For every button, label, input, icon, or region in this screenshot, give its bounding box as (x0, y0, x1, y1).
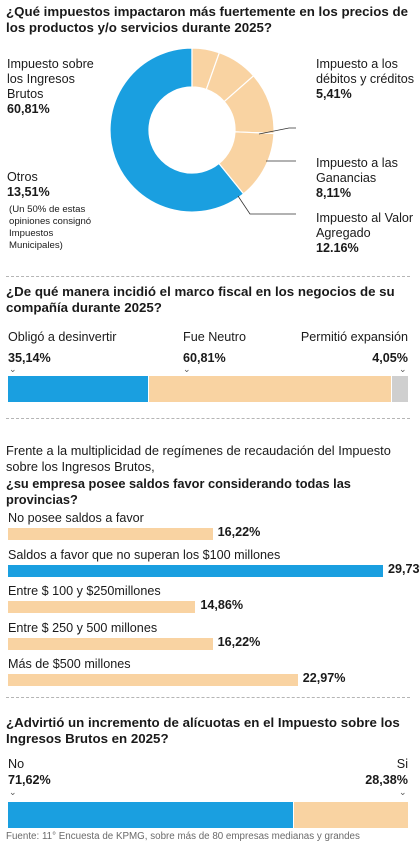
section3-intro: Frente a la multiplicidad de regímenes d… (6, 443, 391, 474)
divider-1 (6, 276, 410, 277)
label-iva: Impuesto al Valor Agregado 12.16% (316, 211, 414, 255)
caret-1: ⌄ (9, 364, 17, 374)
stack-value-desinvertir: 35,14% (8, 351, 51, 365)
caret-2: ⌄ (183, 364, 191, 374)
stack-value-neutro: 60,81% (183, 351, 226, 365)
label-debitos: Impuesto a los débitos y créditos 5,41% (316, 57, 415, 101)
stack4-value-no: 71,62% (8, 773, 51, 787)
section4-title: ¿Advirtió un incremento de alícuotas en … (6, 715, 400, 746)
marco-segment-1 (148, 376, 392, 402)
stacked-bar-alicuotas (8, 802, 408, 828)
stack-label-desinvertir: Obligó a desinvertir (8, 330, 117, 344)
leader-debitos (258, 127, 296, 135)
stack-label-neutro: Fue Neutro (183, 330, 246, 344)
divider-3 (6, 697, 410, 698)
note-otros: (Un 50% de estas opiniones consignó Impu… (9, 204, 92, 251)
slice-otros (218, 131, 275, 195)
hbar-label-0: No posee saldos a favor (8, 511, 144, 525)
hbar-1 (8, 564, 383, 577)
marco-segment-2 (391, 376, 408, 402)
section1-title: ¿Qué impuestos impactaron más fuertement… (6, 4, 408, 35)
label-iibb: Impuesto sobre los Ingresos Brutos 60,81… (7, 57, 94, 116)
hbar-value-3: 16,22% (217, 634, 261, 649)
hbar-4 (8, 674, 298, 686)
hbar-label-2: Entre $ 100 y $250millones (8, 584, 161, 598)
stack4-label-no: No (8, 757, 25, 771)
hbar-label-3: Entre $ 250 y 500 millones (8, 620, 158, 635)
label-otros: Otros 13,51% (7, 170, 50, 199)
hbar-2 (8, 601, 196, 613)
hbar-0 (8, 528, 213, 540)
hbar-label-1: Saldos a favor que no superan los $100 m… (8, 547, 281, 562)
hbar-3 (8, 637, 213, 650)
section3-title: ¿su empresa posee saldos favor considera… (6, 476, 351, 507)
value-iva: 12.16% (316, 241, 359, 255)
alicuotas-segment-1 (294, 802, 408, 828)
value-ganancias: 8,11% (316, 186, 352, 200)
value-debitos: 5,41% (316, 87, 352, 101)
value-iibb: 60,81% (7, 102, 50, 116)
stack-value-expansion: 4,05% (372, 351, 408, 365)
hbar-label-4: Más de $500 millones (8, 657, 131, 671)
caret-3: ⌄ (399, 364, 407, 374)
stack4-value-si: 28,38% (365, 773, 408, 787)
stacked-bar-marco-fiscal (8, 376, 408, 402)
divider-2 (6, 418, 410, 419)
hbar-value-2: 14,86% (200, 598, 244, 612)
hbar-value-1: 29,73% (388, 561, 420, 576)
slice-iibb (109, 47, 245, 213)
hbar-value-0: 16,22% (217, 525, 261, 539)
source-note: Fuente: 11° Encuesta de KPMG, sobre más … (6, 831, 360, 842)
stack4-label-si: Si (396, 757, 408, 771)
stack-label-expansion: Permitió expansión (300, 330, 408, 344)
section2-title: ¿De qué manera incidió el marco fiscal e… (6, 284, 395, 315)
caret-no: ⌄ (9, 787, 17, 797)
marco-segment-0 (8, 376, 149, 402)
caret-si: ⌄ (399, 787, 407, 797)
alicuotas-segment-0 (8, 802, 295, 828)
leader-iva (237, 195, 296, 215)
label-ganancias: Impuesto a las Ganancias 8,11% (316, 156, 398, 200)
value-otros: 13,51% (7, 185, 50, 199)
hbar-value-4: 22,97% (302, 671, 346, 685)
donut-chart (109, 47, 296, 215)
